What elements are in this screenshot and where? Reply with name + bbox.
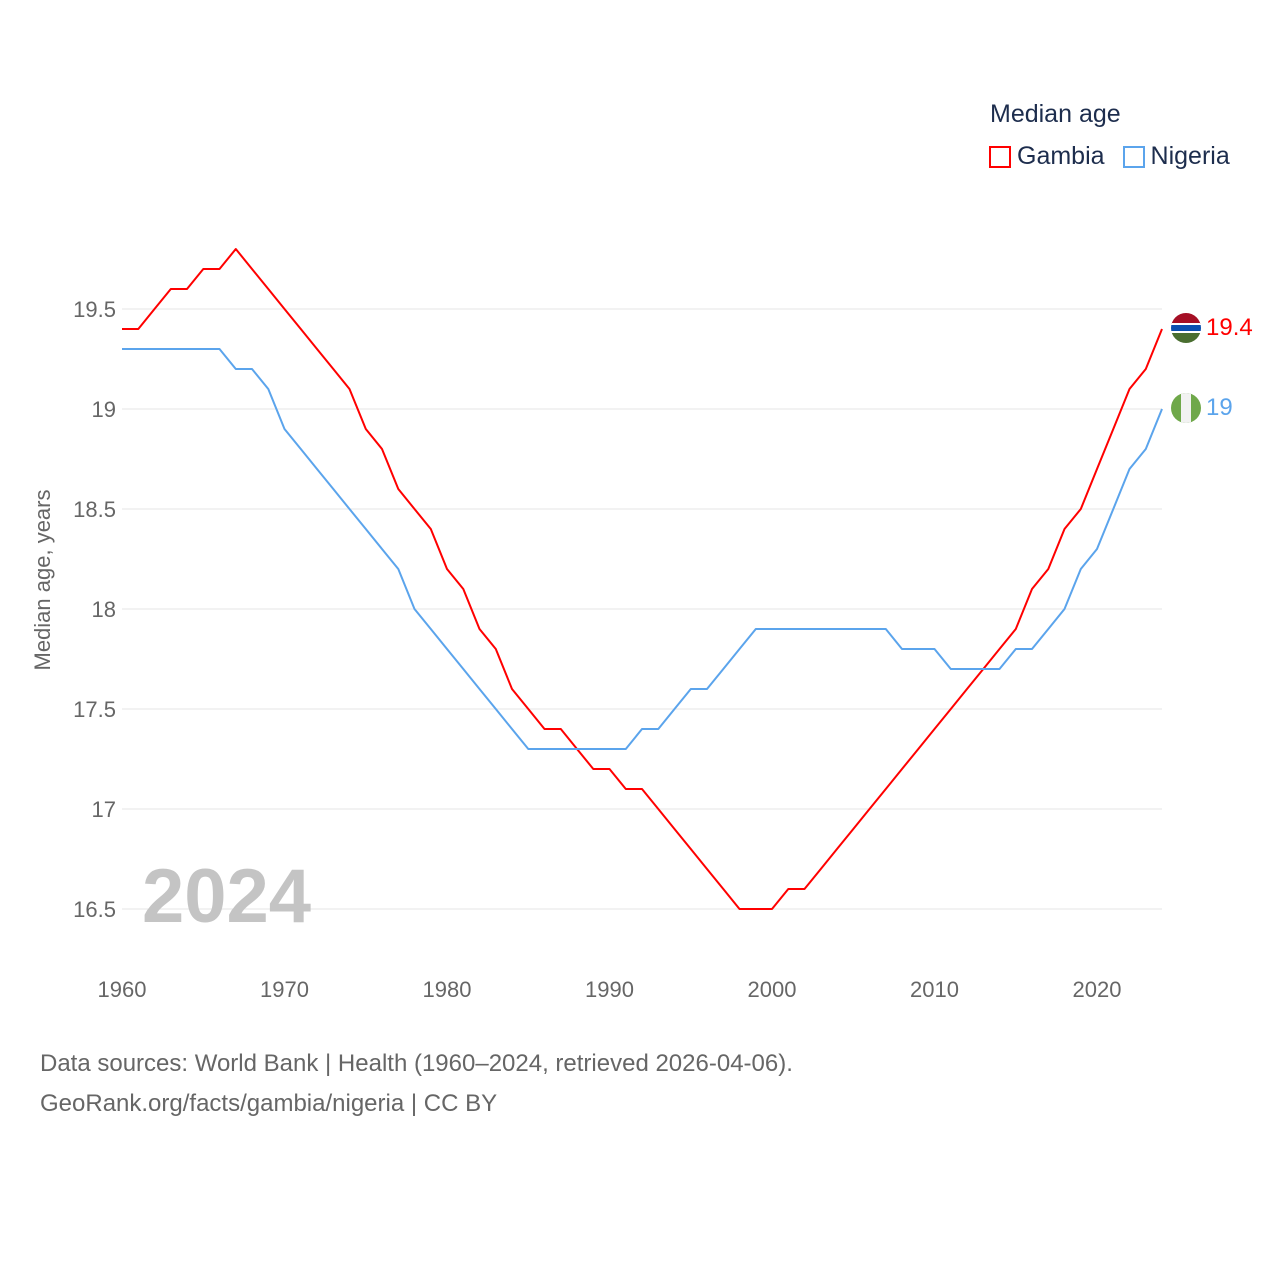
legend-label-gambia: Gambia bbox=[1017, 142, 1105, 170]
y-tick-label: 18 bbox=[92, 597, 116, 622]
nigeria-swatch bbox=[1122, 145, 1145, 168]
source-note: Data sources: World Bank | Health (1960–… bbox=[40, 1044, 793, 1124]
y-tick-label: 18.5 bbox=[73, 497, 116, 522]
legend: Gambia Nigeria bbox=[989, 142, 1230, 171]
x-tick-label: 1960 bbox=[98, 977, 147, 1002]
gambia-flag-icon bbox=[1171, 313, 1201, 343]
series-line-nigeria bbox=[122, 348, 1163, 750]
x-tick-label: 1980 bbox=[423, 977, 472, 1002]
gambia-end-label: 19.4 bbox=[1206, 314, 1253, 341]
y-tick-label: 17 bbox=[92, 797, 116, 822]
y-axis-label: Median age, years bbox=[30, 490, 55, 671]
x-tick-label: 2020 bbox=[1073, 977, 1122, 1002]
gambia-swatch bbox=[989, 145, 1011, 168]
source-line-1: Data sources: World Bank | Health (1960–… bbox=[40, 1050, 793, 1077]
source-line-2: GeoRank.org/facts/gambia/nigeria | CC BY bbox=[40, 1090, 498, 1117]
y-tick-label: 19 bbox=[92, 397, 116, 422]
y-tick-label: 16.5 bbox=[73, 897, 116, 922]
legend-item-nigeria[interactable]: Nigeria bbox=[1122, 142, 1230, 171]
legend-label-nigeria: Nigeria bbox=[1150, 142, 1230, 170]
nigeria-flag-icon bbox=[1171, 393, 1201, 423]
nigeria-end-label: 19 bbox=[1206, 394, 1233, 421]
y-tick-label: 19.5 bbox=[73, 297, 116, 322]
year-watermark: 2024 bbox=[142, 854, 311, 939]
x-tick-label: 2000 bbox=[748, 977, 797, 1002]
x-tick-label: 1970 bbox=[260, 977, 309, 1002]
legend-title: Median age bbox=[990, 100, 1121, 128]
x-tick-label: 2010 bbox=[910, 977, 959, 1002]
x-tick-label: 1990 bbox=[585, 977, 634, 1002]
series-line-gambia bbox=[122, 248, 1163, 910]
legend-item-gambia[interactable]: Gambia bbox=[989, 142, 1105, 171]
y-tick-label: 17.5 bbox=[73, 697, 116, 722]
